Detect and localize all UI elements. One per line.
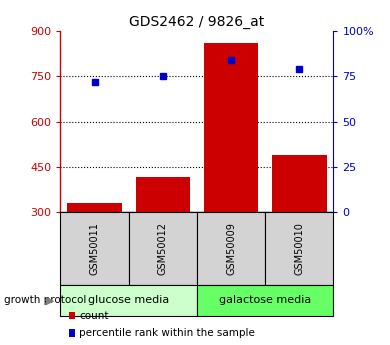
Text: GSM50011: GSM50011 xyxy=(90,222,99,275)
Text: GSM50010: GSM50010 xyxy=(294,222,304,275)
FancyBboxPatch shape xyxy=(60,212,129,285)
Text: GSM50009: GSM50009 xyxy=(226,222,236,275)
FancyBboxPatch shape xyxy=(60,285,197,316)
FancyBboxPatch shape xyxy=(265,212,333,285)
FancyBboxPatch shape xyxy=(129,212,197,285)
Bar xyxy=(136,177,190,212)
Text: growth protocol: growth protocol xyxy=(4,295,86,305)
Text: galactose media: galactose media xyxy=(219,295,311,305)
Text: ▶: ▶ xyxy=(46,295,55,305)
Text: GSM50012: GSM50012 xyxy=(158,222,168,275)
Text: glucose media: glucose media xyxy=(88,295,169,305)
Text: percentile rank within the sample: percentile rank within the sample xyxy=(79,328,255,338)
Title: GDS2462 / 9826_at: GDS2462 / 9826_at xyxy=(129,14,264,29)
FancyBboxPatch shape xyxy=(197,285,333,316)
FancyBboxPatch shape xyxy=(197,212,265,285)
Bar xyxy=(67,203,122,212)
Bar xyxy=(204,43,258,212)
Bar xyxy=(272,155,327,212)
Text: count: count xyxy=(79,311,109,321)
